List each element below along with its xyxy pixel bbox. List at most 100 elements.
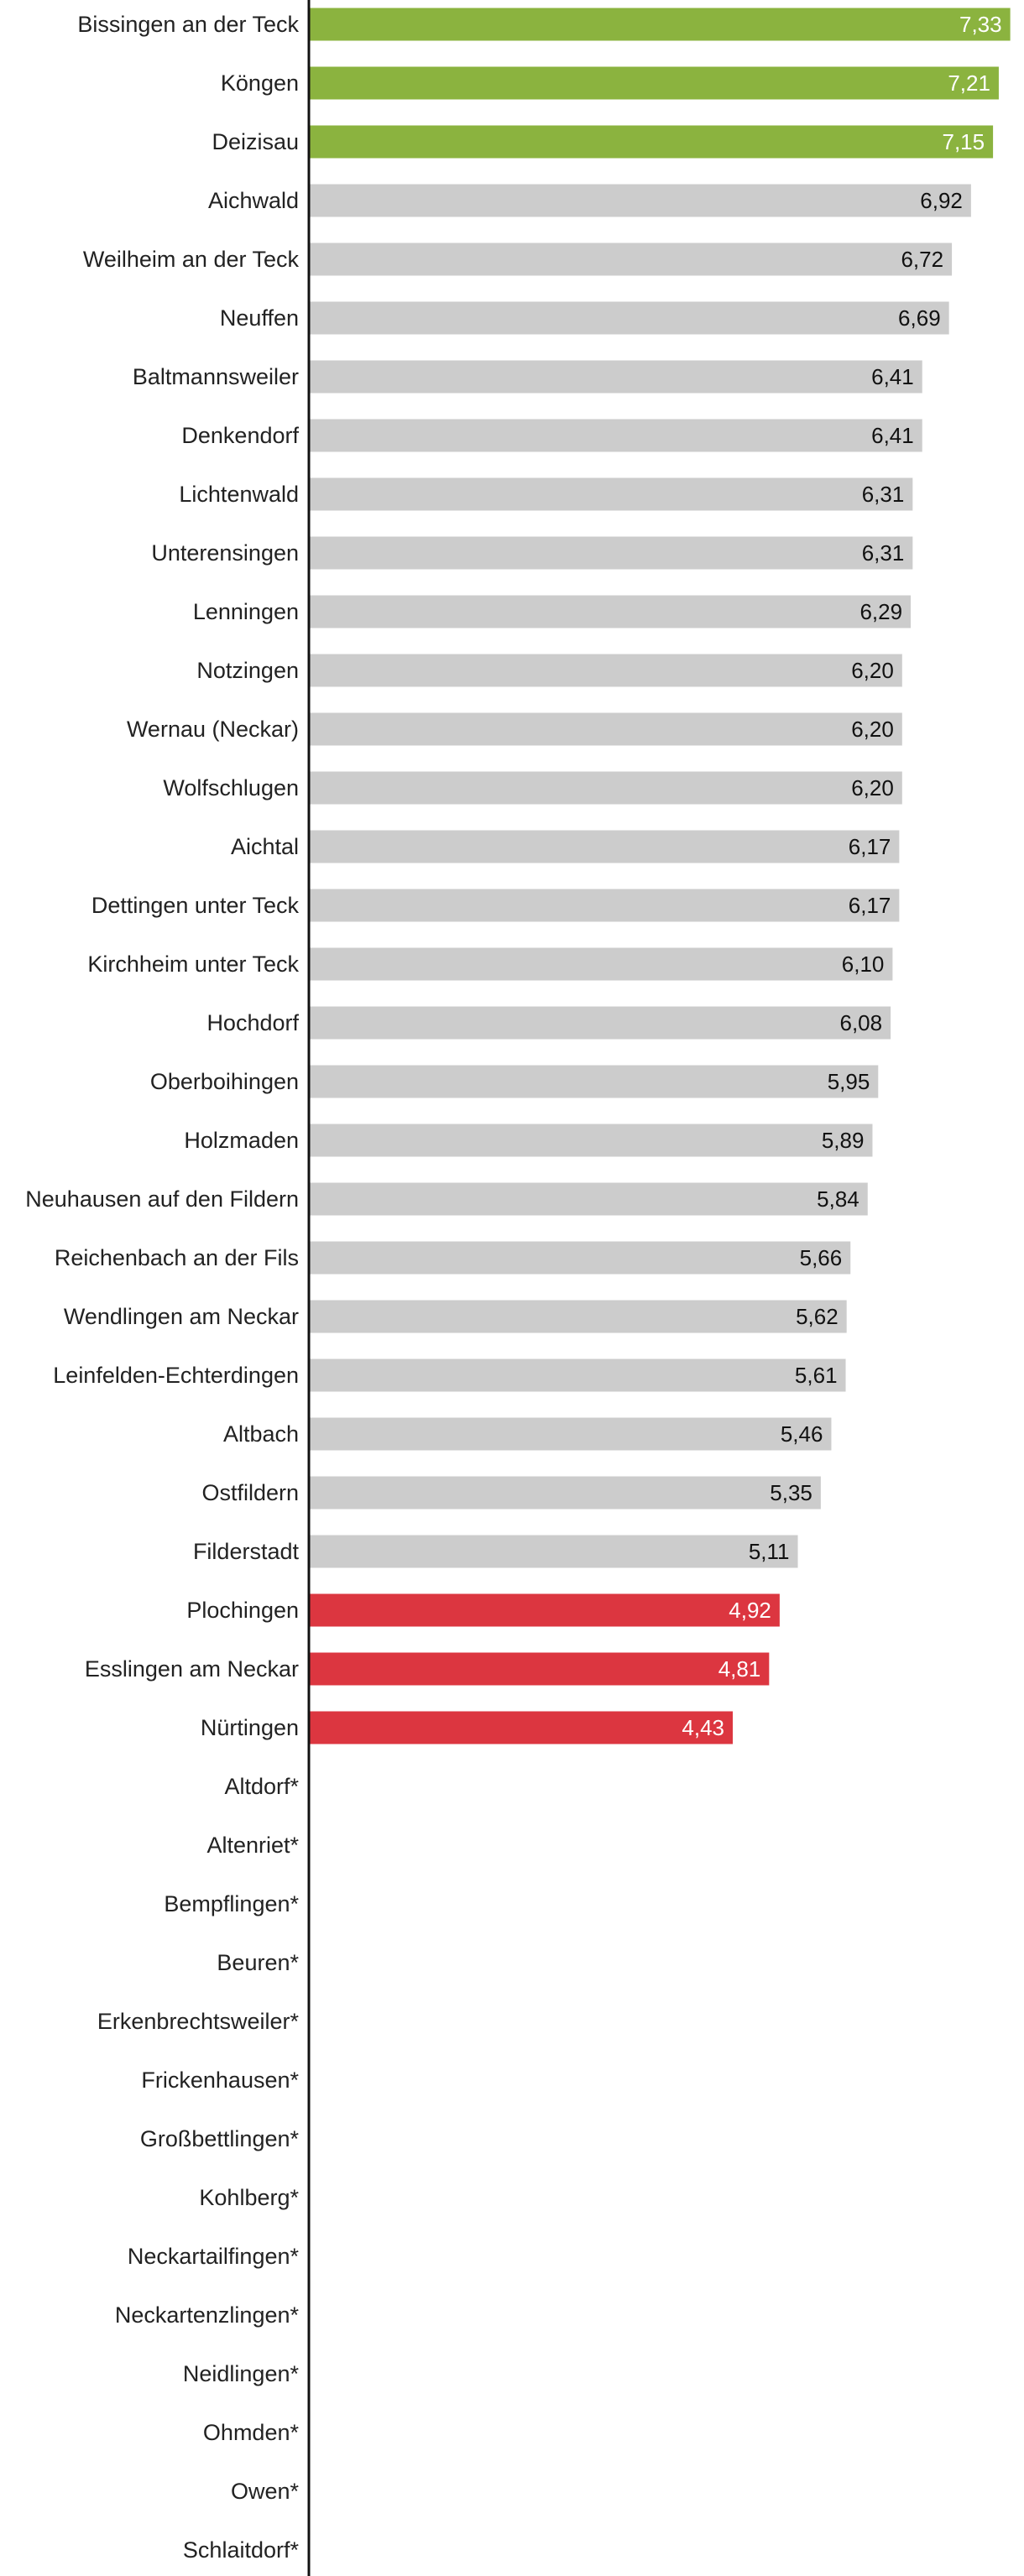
category-label: Hochdorf (206, 1010, 299, 1035)
category-label: Frickenhausen* (141, 2068, 299, 2093)
category-label: Lenningen (193, 599, 299, 624)
category-label: Beuren* (217, 1950, 299, 1975)
category-label: Bissingen an der Teck (77, 12, 299, 37)
value-label: 6,20 (851, 717, 894, 742)
category-label: Kirchheim unter Teck (87, 952, 299, 977)
category-label: Wendlingen am Neckar (64, 1304, 299, 1329)
category-label: Schlaitdorf* (183, 2537, 300, 2563)
category-label: Filderstadt (193, 1539, 300, 1564)
bar (309, 712, 902, 746)
category-label: Großbettlingen* (140, 2126, 300, 2151)
category-label: Neuffen (220, 305, 299, 331)
value-label: 5,66 (800, 1245, 843, 1270)
category-labels: Bissingen an der Teck Köngen Deizisau Aichw… (25, 12, 299, 2563)
bar (309, 1476, 821, 1510)
bars (309, 8, 1011, 1744)
category-label: Lichtenwald (179, 482, 299, 507)
value-label: 4,43 (682, 1715, 724, 1740)
bar (309, 771, 902, 805)
value-label: 6,20 (851, 658, 894, 683)
category-label: Altenriet* (206, 1833, 299, 1858)
bar (309, 8, 1011, 41)
bar (309, 1535, 798, 1568)
value-label: 6,31 (862, 540, 905, 566)
bar (309, 477, 913, 511)
value-label: 5,95 (828, 1069, 870, 1094)
category-label: Plochingen (186, 1598, 299, 1623)
bar (309, 125, 994, 159)
category-label: Aichwald (208, 188, 299, 213)
bar (309, 1652, 770, 1686)
category-label: Altbach (223, 1421, 299, 1447)
value-label: 7,33 (959, 12, 1002, 37)
category-label: Notzingen (196, 658, 299, 683)
bar (309, 242, 953, 276)
value-label: 6,69 (898, 305, 941, 331)
category-label: Esslingen am Neckar (85, 1656, 299, 1682)
value-label: 5,62 (796, 1304, 839, 1329)
bar (309, 184, 971, 217)
bar (309, 1182, 868, 1216)
value-label: 6,10 (842, 952, 885, 977)
category-label: Unterensingen (151, 540, 299, 566)
value-label: 4,92 (729, 1598, 771, 1623)
bar (309, 301, 949, 335)
bar (309, 1417, 832, 1451)
category-label: Neidlingen* (183, 2361, 300, 2386)
category-label: Ostfildern (201, 1480, 299, 1505)
category-label: Ohmden* (203, 2420, 300, 2445)
bar (309, 830, 900, 863)
bar (309, 1593, 780, 1627)
category-label: Kohlberg* (199, 2185, 299, 2210)
category-label: Nürtingen (201, 1715, 299, 1740)
category-label: Neckartailfingen* (128, 2244, 300, 2269)
category-label: Dettingen unter Teck (91, 893, 300, 918)
value-label: 6,29 (859, 599, 902, 624)
bar (309, 889, 900, 922)
value-label: 4,81 (718, 1656, 761, 1682)
category-label: Wolfschlugen (163, 775, 299, 800)
value-label: 7,15 (942, 129, 985, 154)
category-label: Deizisau (212, 129, 299, 154)
value-label: 6,31 (862, 482, 905, 507)
value-labels: 7,33 7,21 7,15 6,92 6,72 6,69 6,41 6,41 6,31 6,31… (682, 12, 1001, 1740)
bar (309, 1124, 873, 1157)
bar (309, 66, 999, 100)
category-label: Denkendorf (181, 423, 299, 448)
value-label: 6,08 (840, 1010, 883, 1035)
value-label: 5,11 (749, 1539, 790, 1564)
category-label: Köngen (221, 70, 299, 96)
category-label: Neckartenzlingen* (115, 2302, 300, 2328)
category-label: Bempflingen* (164, 1891, 299, 1916)
category-label: Holzmaden (184, 1128, 299, 1153)
value-label: 6,20 (851, 775, 894, 800)
bar (309, 360, 922, 394)
category-label: Leinfelden-Echterdingen (53, 1363, 299, 1388)
value-label: 5,46 (781, 1421, 823, 1447)
category-label: Erkenbrechtsweiler* (97, 2009, 300, 2034)
category-label: Owen* (231, 2479, 300, 2504)
value-label: 6,72 (901, 247, 943, 272)
category-label: Aichtal (231, 834, 299, 859)
value-label: 6,17 (849, 834, 891, 859)
bar (309, 947, 893, 981)
bar (309, 1241, 851, 1275)
bar (309, 1358, 846, 1392)
bar (309, 536, 913, 570)
bar (309, 654, 902, 687)
bar (309, 419, 922, 452)
value-label: 7,21 (948, 70, 990, 96)
bar (309, 1300, 847, 1333)
value-label: 5,89 (822, 1128, 865, 1153)
bar (309, 1711, 734, 1744)
bar (309, 1006, 891, 1040)
category-label: Weilheim an der Teck (83, 247, 300, 272)
bar (309, 1065, 879, 1098)
value-label: 5,84 (817, 1186, 859, 1212)
value-label: 5,61 (795, 1363, 838, 1388)
category-label: Neuhausen auf den Fildern (25, 1186, 299, 1212)
category-label: Reichenbach an der Fils (55, 1245, 299, 1270)
bar (309, 595, 912, 628)
value-label: 5,35 (770, 1480, 812, 1505)
